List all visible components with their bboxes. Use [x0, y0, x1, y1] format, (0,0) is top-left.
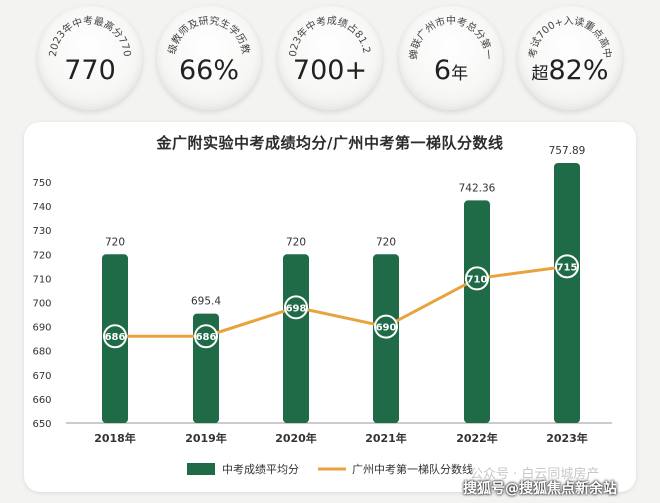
watermark-main: 搜狐号@搜狐焦点新余站: [463, 481, 617, 497]
legend-swatch-bar: [187, 463, 215, 475]
bar-value-label: 720: [105, 236, 125, 248]
bar-value-label: 742.36: [459, 182, 496, 194]
y-tick-label: 710: [32, 274, 51, 285]
y-tick-label: 660: [32, 395, 51, 406]
y-tick-label: 670: [32, 371, 51, 382]
line-point: [284, 295, 308, 320]
stat-circle-3: 2023年中考成绩占81.2% 700+: [278, 6, 382, 110]
stat-value: 700+: [292, 55, 368, 86]
y-tick-label: 730: [32, 226, 51, 237]
line-point-label: 710: [467, 274, 488, 285]
legend-label-bar: 中考成绩平均分: [222, 463, 299, 476]
bar-value-label: 757.89: [549, 145, 586, 157]
stat-circle-5: 考试700+入读重点高中 超82%: [518, 6, 622, 110]
chart-title: 金广附实验中考成绩均分/广州中考第一梯队分数线: [156, 134, 504, 152]
bar-value-label: 720: [286, 236, 306, 248]
watermark-faint: 公众号 · 白云同城房产: [470, 467, 600, 482]
bar: [373, 254, 399, 423]
legend-label-line: 广州中考第一梯队分数线: [352, 462, 473, 476]
y-tick-label: 680: [32, 347, 51, 358]
line-point: [374, 314, 398, 339]
stat-value: 6年: [433, 55, 469, 86]
line-point-label: 698: [286, 303, 307, 314]
line-point: [465, 266, 489, 291]
line-series: [115, 264, 568, 338]
bar: [464, 200, 490, 423]
x-tick-label: 2022年: [456, 431, 498, 445]
line-point: [194, 324, 218, 349]
bar: [283, 254, 309, 423]
y-tick-label: 750: [32, 178, 51, 189]
y-tick-label: 700: [32, 299, 51, 310]
stat-circle-4: 蝉联广州市中考总分第一 6年: [399, 6, 503, 110]
stat-value: 超82%: [531, 55, 609, 86]
line-point: [555, 254, 579, 279]
line-point-label: 715: [557, 262, 578, 273]
stat-value: 770: [64, 55, 116, 86]
x-tick-label: 2019年: [185, 431, 227, 445]
y-tick-label: 740: [32, 202, 51, 213]
line-point-label: 690: [376, 323, 397, 334]
y-tick-label: 650: [32, 419, 51, 430]
bar-value-label: 695.4: [191, 296, 221, 308]
line-point-label: 686: [105, 332, 126, 343]
stats-row: 2023年中考最高分770 770 一级教师及研究生学历教师 66% 2023年…: [0, 0, 660, 115]
y-tick-label: 690: [32, 323, 51, 334]
y-tick-label: 720: [32, 250, 51, 261]
x-tick-label: 2018年: [94, 431, 136, 445]
x-tick-label: 2021年: [365, 431, 407, 445]
line-point-label: 686: [196, 332, 217, 343]
bar-value-label: 720: [376, 236, 396, 248]
stat-circle-2: 一级教师及研究生学历教师 66%: [157, 6, 261, 110]
x-tick-label: 2023年: [546, 431, 588, 445]
stat-circle-1: 2023年中考最高分770 770: [38, 6, 142, 110]
x-tick-label: 2020年: [275, 431, 317, 445]
stat-value: 66%: [178, 55, 239, 86]
line-point: [103, 324, 127, 349]
bar: [554, 162, 580, 423]
